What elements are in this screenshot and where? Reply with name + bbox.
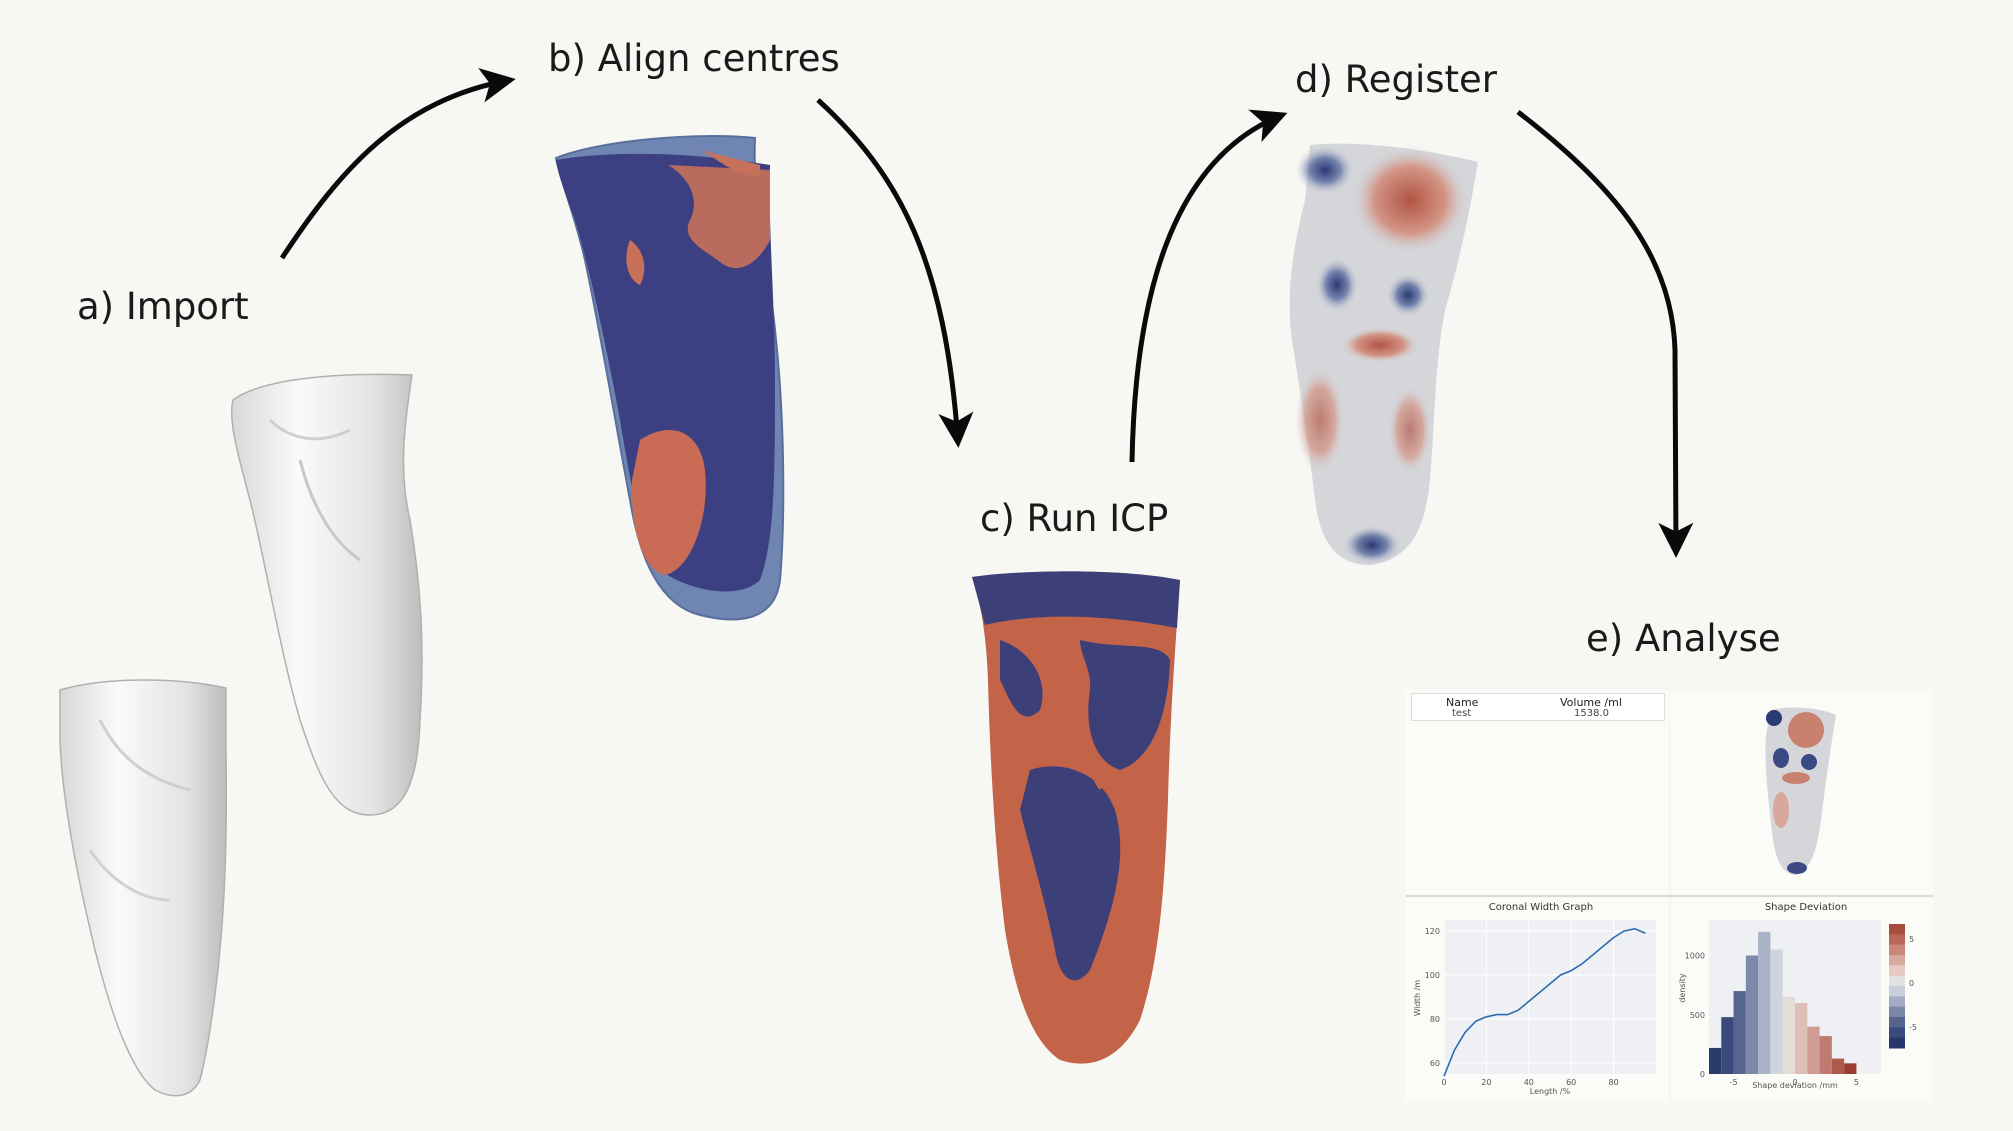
deviation-bar xyxy=(1819,1036,1832,1074)
shape-deviation-chart: Shape Deviation -5 0 5 0 500 1000 5 0 -5 Shape… xyxy=(1678,902,1917,1090)
table-header-volume: Volume /ml xyxy=(1560,696,1622,709)
deviation-bar xyxy=(1770,949,1783,1074)
arrow-import-to-align xyxy=(279,68,516,260)
deviation-bar xyxy=(1721,1017,1734,1074)
colorbar-segment xyxy=(1889,924,1905,935)
shape-deviation-panel: Shape Deviation -5 0 5 0 500 1000 5 0 -5 Shape… xyxy=(1671,898,1933,1102)
deviation-bar xyxy=(1745,955,1759,1074)
table-cell-volume: 1538.0 xyxy=(1574,708,1609,719)
width-y-tick-label: 120 xyxy=(1425,927,1440,936)
label-analyse: e) Analyse xyxy=(1586,617,1781,660)
deviation-bar xyxy=(1807,1026,1820,1074)
colorbar-tick-label: 0 xyxy=(1909,979,1914,988)
deviation-bar xyxy=(1709,1047,1722,1074)
deviation-y-tick-label: 500 xyxy=(1690,1011,1705,1020)
colorbar-tick-label: 5 xyxy=(1909,935,1914,944)
colorbar-tick-label: -5 xyxy=(1909,1023,1917,1032)
deviation-y-tick-label: 1000 xyxy=(1685,952,1705,961)
width-chart-xlabel: Length /% xyxy=(1530,1087,1571,1096)
deviation-chart-ylabel: density xyxy=(1678,973,1687,1003)
colorbar-segment xyxy=(1889,975,1905,987)
deviation-x-tick-label: -5 xyxy=(1730,1078,1738,1087)
width-x-tick-label: 80 xyxy=(1609,1078,1619,1087)
label-import: a) Import xyxy=(77,285,249,328)
width-chart-plot-bg xyxy=(1444,920,1656,1074)
arrow-register-to-analyse xyxy=(1516,110,1694,558)
deviation-bar xyxy=(1795,1002,1808,1074)
table-cell-name: test xyxy=(1452,708,1472,719)
mini-deviation-scan xyxy=(1765,707,1836,875)
width-x-tick-label: 0 xyxy=(1441,1078,1446,1087)
colorbar-segment xyxy=(1889,965,1905,977)
deviation-x-tick-label: 5 xyxy=(1854,1078,1859,1087)
width-y-tick-label: 100 xyxy=(1425,971,1440,980)
deviation-bar xyxy=(1844,1063,1857,1074)
arrow-icp-to-register xyxy=(1129,109,1288,463)
colorbar-segment xyxy=(1889,1037,1905,1049)
analysis-table-panel: Name Volume /ml test 1538.0 xyxy=(1406,690,1668,894)
width-y-tick-label: 80 xyxy=(1430,1015,1440,1024)
deviation-chart-title: Shape Deviation xyxy=(1765,902,1847,913)
colorbar-segment xyxy=(1889,934,1905,946)
colorbar-segment xyxy=(1889,986,1905,997)
arrow-align-to-icp xyxy=(816,98,974,448)
colorbar-segment xyxy=(1889,1027,1905,1039)
colorbar-segment xyxy=(1889,944,1905,956)
volume-table: Name Volume /ml test 1538.0 xyxy=(1411,693,1665,721)
width-y-tick-label: 60 xyxy=(1430,1059,1440,1068)
width-chart-ylabel: Width /m xyxy=(1413,980,1422,1016)
table-header-name: Name xyxy=(1446,696,1479,709)
colorbar-segment xyxy=(1889,955,1905,966)
label-register: d) Register xyxy=(1295,58,1498,101)
width-x-tick-label: 40 xyxy=(1524,1078,1534,1087)
colorbar-segment xyxy=(1889,996,1905,1008)
colorbar-segment xyxy=(1889,1017,1905,1028)
colorbar-segment xyxy=(1889,1006,1905,1018)
deviation-y-tick-label: 0 xyxy=(1700,1070,1705,1079)
width-x-tick-label: 20 xyxy=(1481,1078,1491,1087)
limb-scan-upper xyxy=(230,373,423,816)
deviation-bar xyxy=(1758,931,1771,1074)
coronal-width-chart: Coronal Width Graph 0 20 40 60 80 60 80 100 120… xyxy=(1413,902,1656,1096)
width-x-tick-label: 60 xyxy=(1566,1078,1576,1087)
label-run-icp: c) Run ICP xyxy=(980,497,1169,540)
label-align-centres: b) Align centres xyxy=(548,37,840,80)
dashboard-divider xyxy=(1406,895,1933,897)
deviation-bar xyxy=(1782,997,1795,1074)
deviation-bar xyxy=(1831,1058,1845,1074)
coronal-width-panel: Coronal Width Graph 0 20 40 60 80 60 80 100 120… xyxy=(1406,898,1668,1102)
deviation-chart-xlabel: Shape deviation /mm xyxy=(1752,1081,1838,1090)
analysis-3d-view-panel[interactable] xyxy=(1671,690,1933,894)
width-series-line xyxy=(1443,927,1646,1077)
deviation-bar xyxy=(1733,991,1746,1074)
limb-scan-lower xyxy=(59,679,228,1097)
deviation-x-tick-label: 0 xyxy=(1792,1078,1797,1087)
width-chart-title: Coronal Width Graph xyxy=(1489,902,1593,913)
